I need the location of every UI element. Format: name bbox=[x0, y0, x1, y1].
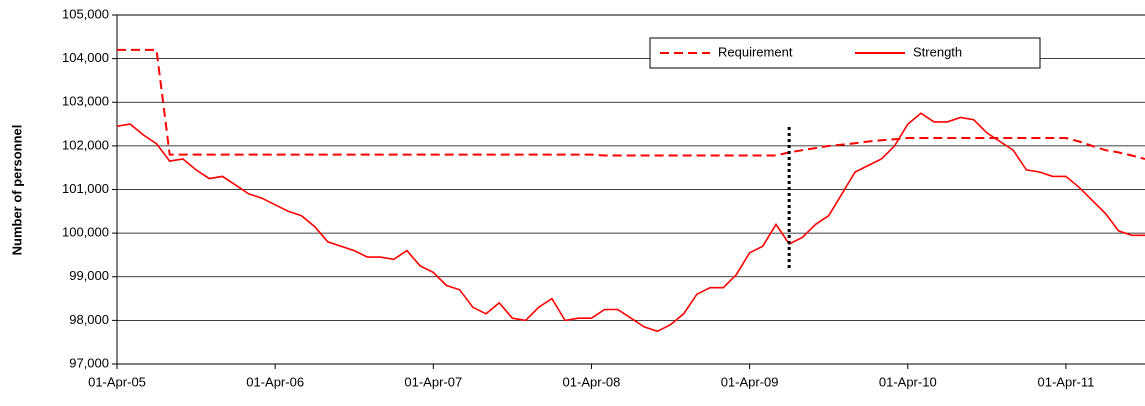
x-tick-label: 01-Apr-08 bbox=[563, 374, 621, 389]
series-line bbox=[117, 48, 1145, 160]
y-tick-label: 100,000 bbox=[62, 225, 109, 240]
legend-label: Requirement bbox=[718, 44, 793, 59]
y-tick-label: 102,000 bbox=[62, 137, 109, 152]
x-tick-label: 01-Apr-07 bbox=[404, 374, 462, 389]
x-tick-label: 01-Apr-05 bbox=[88, 374, 146, 389]
x-tick-label: 01-Apr-10 bbox=[879, 374, 937, 389]
y-tick-label: 103,000 bbox=[62, 94, 109, 109]
y-tick-label: 104,000 bbox=[62, 50, 109, 65]
x-tick-label: 01-Apr-09 bbox=[721, 374, 779, 389]
x-tick-label: 01-Apr-06 bbox=[246, 374, 304, 389]
legend-box bbox=[649, 37, 1041, 69]
x-tick-label: 01-Apr-11 bbox=[1038, 374, 1095, 389]
y-tick-label: 105,000 bbox=[62, 6, 109, 21]
y-tick-label: 101,000 bbox=[62, 181, 109, 196]
legend-label: Strength bbox=[913, 44, 962, 59]
series-line bbox=[116, 112, 1145, 333]
y-axis-label: Number of personnel bbox=[9, 125, 24, 256]
y-tick-label: 99,000 bbox=[69, 268, 109, 283]
y-tick-label: 97,000 bbox=[69, 355, 109, 370]
y-tick-label: 98,000 bbox=[69, 312, 109, 327]
